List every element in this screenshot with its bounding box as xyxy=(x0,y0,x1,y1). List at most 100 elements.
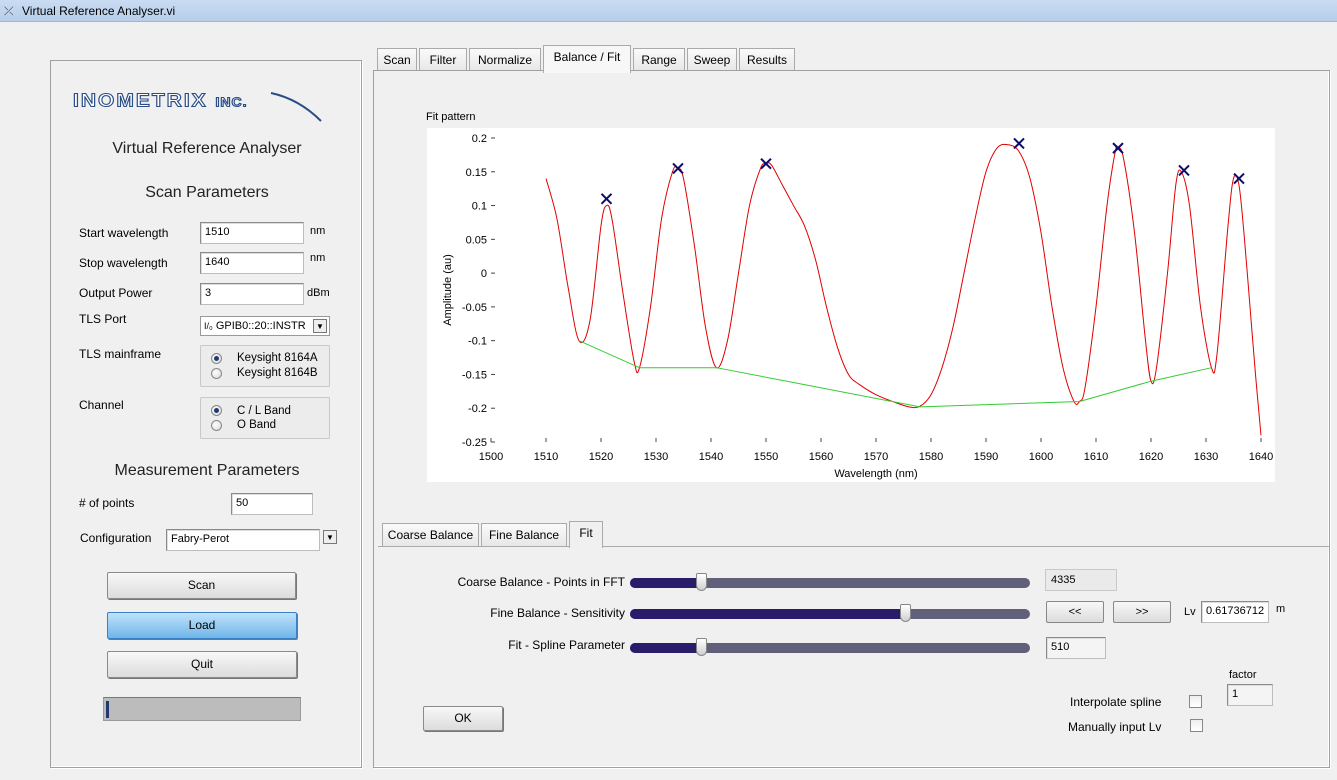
tls-port-select[interactable]: I/₀ GPIB0::20::INSTR xyxy=(200,316,330,336)
slider-thumb[interactable] xyxy=(696,573,707,591)
y-tick-label: 0.05 xyxy=(466,234,487,246)
fine-balance-label: Fine Balance - Sensitivity xyxy=(490,606,625,620)
peak-marker xyxy=(672,162,684,175)
next-button[interactable]: >> xyxy=(1113,601,1171,623)
start-wavelength-input[interactable]: 1510 xyxy=(200,222,304,244)
stop-wavelength-input[interactable]: 1640 xyxy=(200,252,304,274)
y-tick-label: 0 xyxy=(481,268,487,280)
x-tick-label: 1600 xyxy=(1029,451,1053,463)
tab-balance-fit[interactable]: Balance / Fit xyxy=(543,45,631,73)
output-power-input[interactable]: 3 xyxy=(200,283,304,305)
baseline-line xyxy=(578,340,1212,408)
interpolate-spline-checkbox[interactable] xyxy=(1189,695,1202,708)
spline-slider[interactable] xyxy=(630,638,1030,656)
channel-option-0: C / L Band xyxy=(237,405,291,417)
y-axis-label: Amplitude (au) xyxy=(442,254,454,326)
x-tick-label: 1520 xyxy=(589,451,613,463)
left-panel: INOMETRIX INC. Virtual Reference Analyse… xyxy=(50,60,362,768)
peak-marker xyxy=(1233,172,1245,185)
y-tick-label: -0.25 xyxy=(462,437,487,449)
mainframe-option-1: Keysight 8164B xyxy=(237,367,318,379)
channel-label: Channel xyxy=(79,398,124,412)
peak-marker xyxy=(1178,164,1190,177)
interpolate-spline-label: Interpolate spline xyxy=(1070,695,1162,709)
visa-icon: I/₀ xyxy=(204,321,213,331)
tab-scan[interactable]: Scan xyxy=(377,48,417,72)
lv-input[interactable]: 0.61736712 xyxy=(1201,601,1269,623)
ok-button[interactable]: OK xyxy=(423,706,503,731)
subtab-fine-balance[interactable]: Fine Balance xyxy=(481,523,567,547)
chart-svg: 0.2 0.15 0.1 0.05 0 -0.05 -0.1 -0.15 -0.2 -0.25 15… xyxy=(442,133,1273,480)
coarse-balance-slider[interactable] xyxy=(630,573,1030,591)
window-title: Virtual Reference Analyser.vi xyxy=(22,4,176,18)
fine-balance-slider[interactable] xyxy=(630,604,1030,622)
tab-normalize[interactable]: Normalize xyxy=(469,48,541,72)
title-bar: ⤫ Virtual Reference Analyser.vi xyxy=(0,0,1337,22)
x-tick-label: 1590 xyxy=(974,451,998,463)
lv-label: Lv xyxy=(1184,606,1196,618)
tab-sweep[interactable]: Sweep xyxy=(687,48,737,72)
power-unit: dBm xyxy=(307,287,330,299)
tab-results[interactable]: Results xyxy=(739,48,795,72)
slider-thumb[interactable] xyxy=(696,638,707,656)
channel-radio-1[interactable] xyxy=(211,420,222,431)
tls-mainframe-label: TLS mainframe xyxy=(79,347,162,361)
chart-title: Fit pattern xyxy=(426,111,476,123)
peak-marker xyxy=(600,193,613,205)
fit-pattern-line xyxy=(545,143,1262,436)
configuration-select[interactable]: Fabry-Perot xyxy=(166,529,320,551)
tab-range[interactable]: Range xyxy=(633,48,685,72)
coarse-balance-value: 4335 xyxy=(1045,569,1117,591)
company-logo: INOMETRIX INC. xyxy=(72,90,248,112)
points-label: # of points xyxy=(79,496,135,510)
subtab-fit[interactable]: Fit xyxy=(569,521,603,548)
mainframe-radio-1[interactable] xyxy=(211,368,222,379)
meas-params-title: Measurement Parameters xyxy=(114,462,300,479)
y-tick-label: -0.15 xyxy=(462,369,487,381)
slider-fill xyxy=(630,609,906,619)
stop-unit: nm xyxy=(310,252,326,264)
slider-thumb[interactable] xyxy=(900,604,911,622)
subtab-coarse-balance[interactable]: Coarse Balance xyxy=(382,523,479,547)
load-button[interactable]: Load xyxy=(107,612,297,639)
channel-option-1: O Band xyxy=(237,419,276,431)
prev-button[interactable]: << xyxy=(1046,601,1104,623)
logo-swoosh-icon xyxy=(270,92,322,122)
x-tick-label: 1620 xyxy=(1139,451,1163,463)
quit-button[interactable]: Quit xyxy=(107,651,297,678)
x-axis-label: Wavelength (nm) xyxy=(834,468,917,480)
points-input[interactable]: 50 xyxy=(231,493,313,515)
scan-button[interactable]: Scan xyxy=(107,572,296,599)
tab-filter[interactable]: Filter xyxy=(419,48,467,72)
coarse-balance-label: Coarse Balance - Points in FFT xyxy=(457,575,625,589)
manual-lv-checkbox[interactable] xyxy=(1190,719,1203,732)
channel-radio-group: C / L Band O Band xyxy=(200,397,330,439)
x-tick-label: 1560 xyxy=(809,451,833,463)
x-tick-label: 1610 xyxy=(1084,451,1108,463)
factor-input[interactable]: 1 xyxy=(1227,684,1273,706)
x-tick-label: 1500 xyxy=(479,451,503,463)
scan-params-title: Scan Parameters xyxy=(145,184,269,201)
y-tick-label: -0.1 xyxy=(468,336,487,348)
tls-port-label: TLS Port xyxy=(79,312,127,326)
subtab-divider xyxy=(378,546,1330,547)
factor-label: factor xyxy=(1229,669,1257,681)
peak-marker xyxy=(1013,137,1025,150)
tls-port-dropdown-icon[interactable]: ▼ xyxy=(313,319,327,333)
progress-fill xyxy=(106,701,109,718)
start-wavelength-label: Start wavelength xyxy=(79,226,169,240)
mainframe-radio-0[interactable] xyxy=(211,353,222,364)
configuration-dropdown-icon[interactable]: ▼ xyxy=(323,530,337,544)
spline-input[interactable]: 510 xyxy=(1046,637,1106,659)
peak-marker xyxy=(1112,142,1124,154)
y-tick-label: 0.15 xyxy=(466,167,487,179)
slider-fill xyxy=(630,643,702,653)
start-unit: nm xyxy=(310,225,326,237)
x-tick-label: 1550 xyxy=(754,451,778,463)
x-tick-label: 1530 xyxy=(644,451,668,463)
channel-radio-0[interactable] xyxy=(211,405,222,416)
manual-lv-label: Manually input Lv xyxy=(1068,720,1162,734)
configuration-label: Configuration xyxy=(80,531,152,545)
x-tick-label: 1630 xyxy=(1194,451,1218,463)
y-tick-label: -0.05 xyxy=(462,302,487,314)
